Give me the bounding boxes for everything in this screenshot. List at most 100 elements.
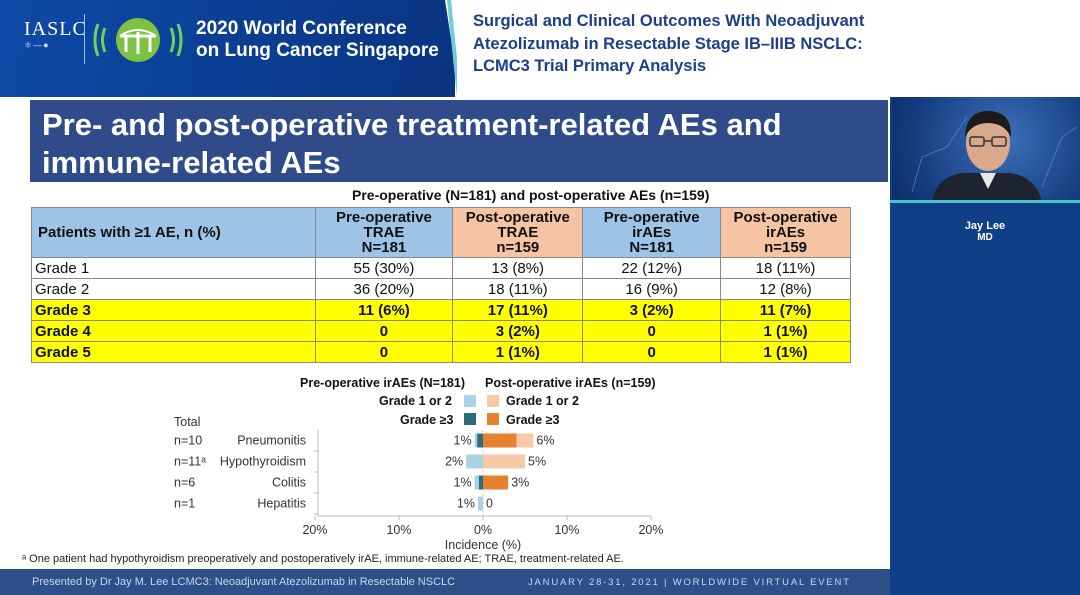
chart-data-label-pre: 2% (445, 455, 463, 469)
table-cell: 36 (20%) (314, 278, 454, 300)
table-cell: 0 (582, 341, 722, 363)
chart-data-label-pre: 1% (454, 434, 472, 448)
header-line: n=159 (764, 239, 808, 256)
conference-title-line2: on Lung Cancer Singapore (196, 40, 439, 61)
speaker-video[interactable] (892, 97, 1080, 202)
speaker-credential: MD (977, 232, 993, 243)
chart-bar-post (483, 475, 509, 490)
legend-pre-grade3-swatch (464, 413, 476, 425)
header-line: n=159 (496, 239, 540, 256)
chart-total-label: n=6 (174, 476, 195, 490)
table-header-cell: Pre-operative TRAE N=181 (314, 207, 454, 258)
table-row: Grade 2 36 (20%) 18 (11%) 16 (9%) 12 (8%… (31, 278, 851, 300)
chart-total-header: Total (174, 415, 200, 429)
table-cell: 17 (11%) (452, 299, 584, 321)
chart-bar-pre (477, 433, 483, 448)
slide-heading-bar: Pre- and post-operative treatment-relate… (30, 100, 888, 182)
presentation-title: Surgical and Clinical Outcomes With Neoa… (473, 10, 1033, 78)
wclc-logo-icon (93, 18, 183, 62)
table-cell: Grade 1 (31, 257, 316, 279)
speaker-name: Jay Lee (964, 220, 1006, 232)
table-cell: Grade 4 (31, 320, 316, 342)
header-line: TRAE (363, 224, 405, 241)
header-line: irAEs (765, 224, 806, 241)
legend-post-title: Post-operative irAEs (n=159) (485, 376, 656, 390)
legend-post-grade12-swatch (487, 395, 499, 407)
chart-data-label-pre: 1% (457, 497, 475, 511)
legend-pre-title: Pre-operative irAEs (N=181) (300, 376, 466, 390)
table-header-cell: Patients with ≥1 AE, n (%) (31, 207, 316, 258)
speaker-avatar-icon (911, 111, 1078, 202)
chart-data-label-post: 3% (511, 476, 529, 490)
header-line: Post-operative (733, 209, 838, 226)
chart-data-label-post: 6% (536, 434, 554, 448)
table-cell: 3 (2%) (452, 320, 584, 342)
chart-total-label: n=10 (174, 434, 202, 448)
footnote: ᵃ One patient had hypothyroidism preoper… (22, 553, 624, 565)
presenter-credit: Presented by Dr Jay M. Lee LCMC3: Neoadj… (32, 576, 456, 588)
conference-banner: IASLC ⚛—● 2020 World Conference on Lung … (0, 0, 1080, 97)
header-line: N=181 (629, 239, 674, 256)
ae-table: Patients with ≥1 AE, n (%) Pre-operative… (31, 207, 851, 363)
table-row-highlighted: Grade 3 11 (6%) 17 (11%) 3 (2%) 11 (7%) (31, 299, 851, 321)
speaker-accent-line (890, 200, 1080, 203)
presentation-title-line3: LCMC3 Trial Primary Analysis (473, 57, 707, 75)
iaslc-emblem-icon: ⚛—● (24, 40, 50, 50)
chart-x-tick-label: 20% (302, 523, 327, 537)
table-cell: 13 (8%) (452, 257, 584, 279)
table-cell: 18 (11%) (720, 257, 851, 279)
table-header-cell: Post-operative irAEs n=159 (720, 207, 851, 258)
legend-post-grade3-label: Grade ≥3 (506, 413, 560, 427)
legend-pre-grade12-swatch (464, 395, 476, 407)
chart-bar-pre (474, 475, 479, 490)
event-dates: JANUARY 28-31, 2021 | WORLDWIDE VIRTUAL … (528, 577, 851, 588)
header-line: Post-operative (465, 209, 570, 226)
chart-bar-post (516, 433, 534, 448)
header-line: Pre-operative (336, 209, 432, 226)
table-cell: Grade 2 (31, 278, 316, 300)
chart-bar-pre (477, 496, 483, 511)
table-caption: Pre-operative (N=181) and post-operative… (352, 187, 710, 203)
chart-bar-pre (466, 454, 483, 469)
chart-bar-pre (478, 475, 483, 490)
slide-heading: Pre- and post-operative treatment-relate… (42, 106, 782, 182)
logo-divider (84, 14, 85, 64)
presentation-footer: Presented by Dr Jay M. Lee LCMC3: Neoadj… (0, 569, 890, 595)
table-cell: Grade 3 (31, 299, 316, 321)
chart-x-tick-label: 0% (474, 523, 492, 537)
presentation-title-line2: Atezolizumab in Resectable Stage IB–IIIB… (473, 34, 863, 53)
table-cell: 0 (314, 320, 454, 342)
chart-bar-post (483, 454, 525, 469)
conference-title-line1: 2020 World Conference (196, 18, 407, 39)
chart-x-tick-label: 10% (386, 523, 411, 537)
slide-heading-line1: Pre- and post-operative treatment-relate… (42, 107, 782, 142)
table-cell: 0 (582, 320, 722, 342)
table-cell: 55 (30%) (314, 257, 454, 279)
iaslc-logo: IASLC (24, 18, 87, 40)
legend-post-grade12-label: Grade 1 or 2 (506, 394, 579, 408)
table-cell: 16 (9%) (582, 278, 722, 300)
table-cell: 11 (7%) (720, 299, 851, 321)
chart-category-label: Hepatitis (257, 497, 306, 511)
chart-x-tick-label: 10% (554, 523, 579, 537)
table-header-cell: Pre-operative irAEs N=181 (582, 207, 722, 258)
header-line: Pre-operative (603, 209, 700, 226)
table-cell: 0 (314, 341, 454, 363)
table-cell: 12 (8%) (720, 278, 851, 300)
chart-bar-post (483, 433, 517, 448)
banner-brand-area (0, 0, 455, 97)
table-cell: 3 (2%) (582, 299, 722, 321)
chart-category-label: Hypothyroidism (220, 455, 306, 469)
header-line: TRAE (497, 224, 539, 241)
legend-pre-grade12-label: Grade 1 or 2 (379, 394, 452, 408)
chart-category-label: Pneumonitis (237, 434, 306, 448)
legend-post-grade3-swatch (487, 413, 499, 425)
chart-x-tick-label: 20% (638, 523, 663, 537)
chart-data-label-post: 5% (528, 455, 546, 469)
table-header-cell: Post-operative TRAE n=159 (452, 207, 584, 258)
speaker-panel: Jay Lee MD (890, 97, 1080, 595)
table-cell: Grade 5 (31, 341, 316, 363)
table-cell: 18 (11%) (452, 278, 584, 300)
legend-pre-grade3-label: Grade ≥3 (400, 413, 454, 427)
